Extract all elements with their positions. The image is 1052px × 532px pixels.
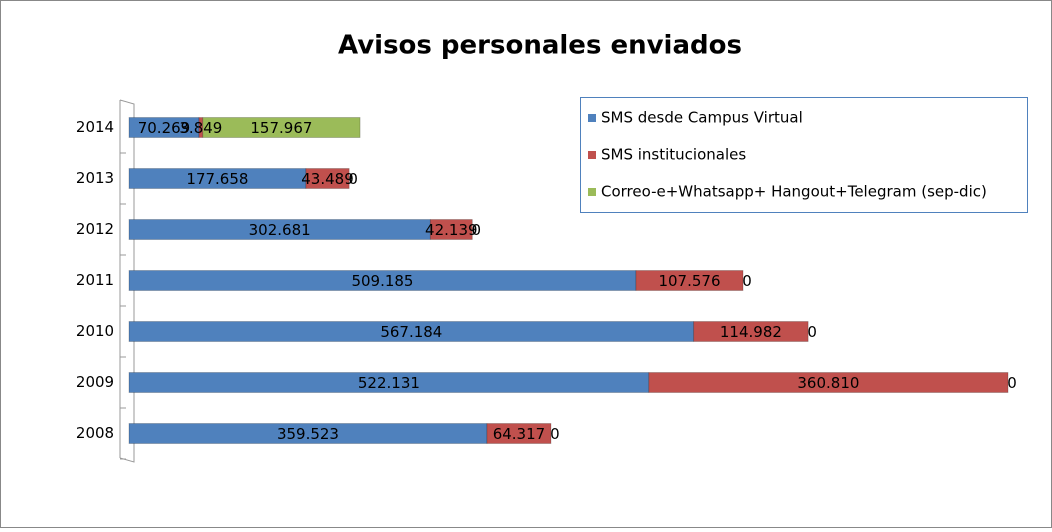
chart-title: Avisos personales enviados [338,31,742,61]
value-label: 3.849 [179,119,222,137]
bar [429,219,473,240]
bar [305,168,350,189]
value-label: 157.967 [250,119,312,137]
y-tick-label: 2011 [76,271,114,289]
bar [202,117,361,138]
legend-label: SMS desde Campus Virtual [601,109,803,127]
y-tick-label: 2013 [76,169,114,187]
y-tick-label: 2012 [76,220,114,238]
value-label: 509.185 [351,272,413,290]
legend-swatch [588,114,596,122]
legend-label: SMS institucionales [601,146,746,164]
value-label: 567.184 [380,323,442,341]
value-label: 43.489 [301,170,354,188]
y-tick-label: 2010 [76,322,114,340]
value-label: 114.982 [720,323,782,341]
value-label: 0 [550,425,560,443]
legend-swatch [588,188,596,196]
bar [486,423,552,444]
value-label: 0 [807,323,817,341]
bar [693,321,809,342]
value-label: 302.681 [249,221,311,239]
y-tick-label: 2009 [76,373,114,391]
y-tick-label: 2008 [76,424,114,442]
y-tick-label: 2014 [76,118,114,136]
value-label: 359.523 [277,425,339,443]
value-label: 522.131 [358,374,420,392]
legend-swatch [588,151,596,159]
value-label: 42.139 [425,221,478,239]
value-label: 177.658 [186,170,248,188]
value-label: 70.269 [138,119,191,137]
value-label: 0 [348,170,358,188]
legend-box [580,97,1028,213]
value-label: 64.317 [493,425,546,443]
value-label: 0 [472,221,482,239]
bar [635,270,744,291]
value-label: 107.576 [658,272,720,290]
value-label: 0 [742,272,752,290]
legend-label: Correo-e+Whatsapp+ Hangout+Telegram (sep… [601,183,987,201]
value-label: 0 [1007,374,1017,392]
bar [648,372,1009,393]
value-label: 360.810 [797,374,859,392]
